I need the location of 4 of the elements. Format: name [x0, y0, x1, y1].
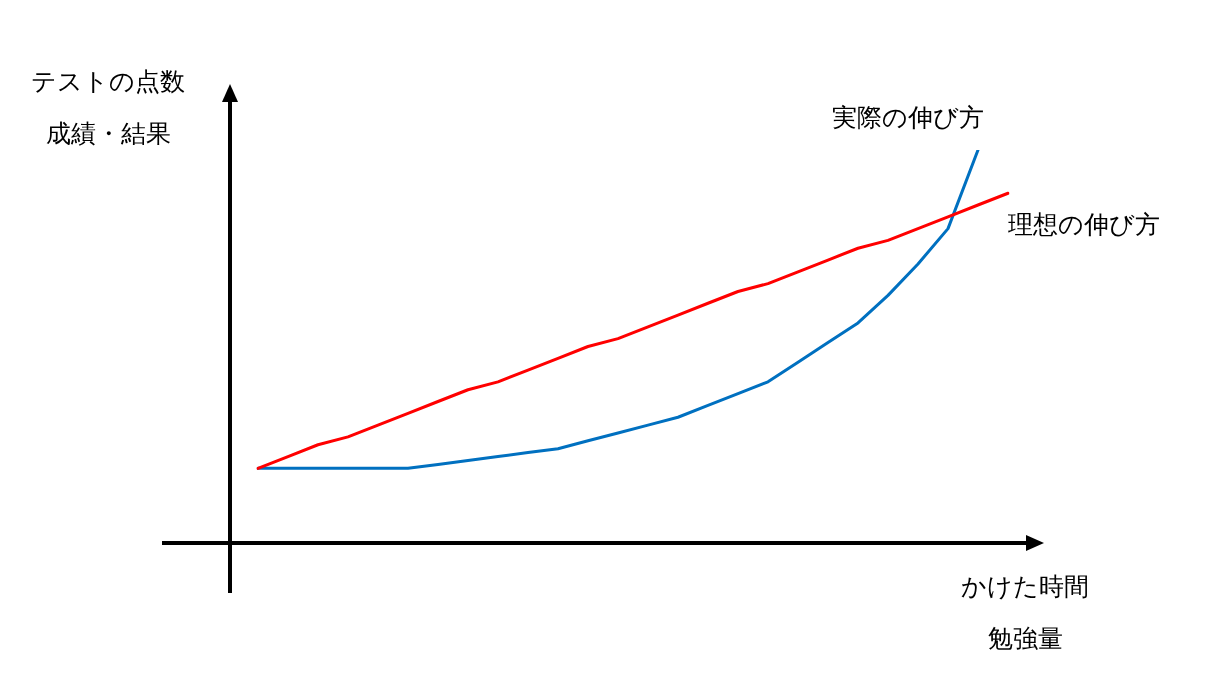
x-axis-title: かけた時間勉強量	[960, 572, 1090, 654]
y-axis-title: テストの点数成績・結果	[30, 67, 186, 149]
series-label: 実際の伸び方	[832, 103, 984, 133]
series-label: 理想の伸び方	[1008, 210, 1160, 241]
